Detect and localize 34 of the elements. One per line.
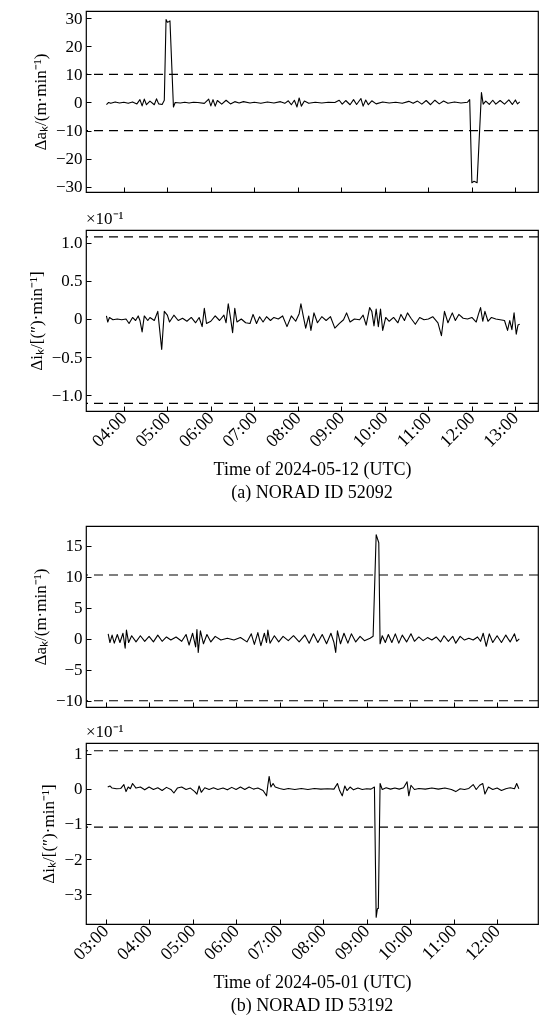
y-tick-label: −10	[55, 691, 83, 711]
y-tick-label: 5	[74, 598, 83, 618]
x-axis-title: Time of 2024-05-01 (UTC)	[213, 971, 412, 993]
y-tick-label: 0	[74, 629, 83, 649]
y-tick-label: −20	[55, 149, 83, 169]
y-tick-label: 20	[65, 36, 83, 56]
text: ×10⁻¹	[86, 722, 124, 741]
line-series	[105, 303, 521, 350]
y-tick-label: 0.5	[61, 271, 83, 291]
y-tick-label: 15	[65, 536, 83, 556]
text: (a) NORAD ID 52092	[231, 482, 393, 504]
y-tick-label: −1	[64, 814, 83, 834]
text: (b) NORAD ID 53192	[230, 995, 394, 1017]
y-tick-label: 0	[74, 779, 83, 799]
y-tick-label: 10	[65, 567, 83, 587]
y-axis-title: Δiₖ/[(″)·min⁻¹]	[39, 784, 59, 884]
y-tick-label: −0.5	[51, 347, 83, 367]
y-tick-label: 0	[74, 309, 83, 329]
y-tick-label: 1.0	[61, 233, 83, 253]
y-tick-label: −30	[55, 177, 83, 197]
y-tick-label: 1	[74, 744, 83, 764]
y-axis-title: Δiₖ/[(″)·min⁻¹]	[26, 271, 46, 371]
x-axis-title: Time of 2024-05-12 (UTC)	[213, 458, 412, 480]
y-axis-title: Δaₖ/(m·min⁻¹)	[30, 53, 50, 151]
y-tick-label: −10	[55, 121, 83, 141]
y-tick-label: −2	[64, 849, 83, 869]
text: ×10⁻¹	[86, 209, 124, 228]
y-tick-label: 0	[74, 92, 83, 112]
y-tick-label: −1.0	[51, 385, 83, 405]
y-tick-label: −3	[64, 884, 83, 904]
y-tick-label: 10	[65, 64, 83, 84]
y-tick-label: −5	[64, 660, 83, 680]
y-axis-title: Δaₖ/(m·min⁻¹)	[30, 568, 50, 666]
y-tick-label: 30	[65, 8, 83, 28]
